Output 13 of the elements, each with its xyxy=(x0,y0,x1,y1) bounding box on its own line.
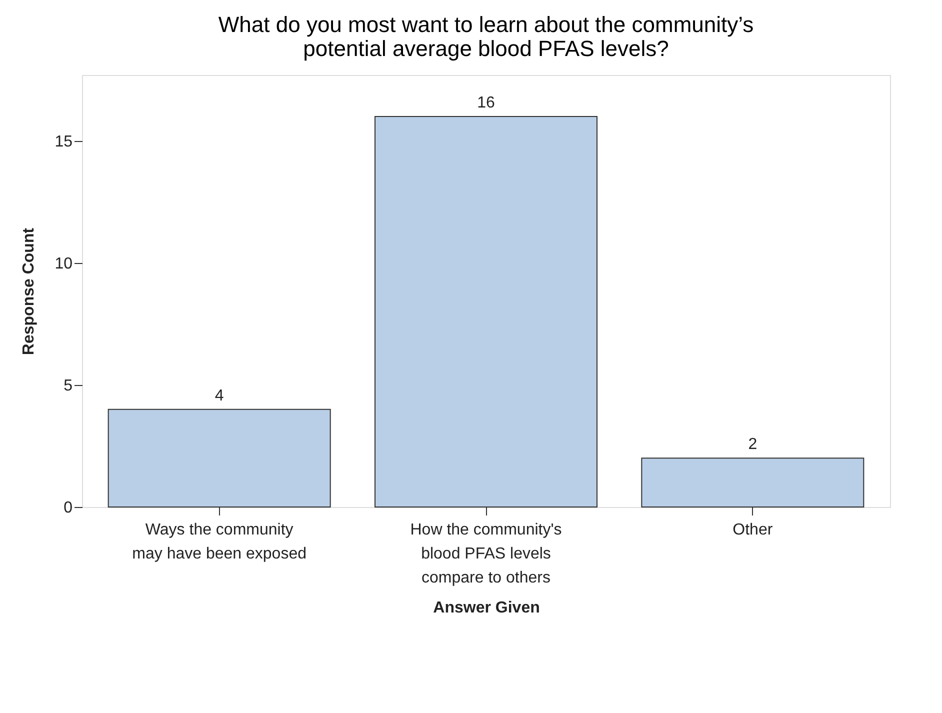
data-label: 16 xyxy=(477,94,495,112)
y-tick-label: 0 xyxy=(64,500,73,516)
x-tick-label: Ways the community may have been exposed xyxy=(132,522,307,562)
y-tick-label: 5 xyxy=(64,377,73,394)
x-tick-label: Other xyxy=(732,522,774,538)
x-axis-title: Answer Given xyxy=(433,600,540,616)
data-label: 2 xyxy=(748,436,758,454)
y-tick-label: 15 xyxy=(54,133,73,150)
chart-title: What do you most want to learn about the community’s potential average blood PFAS levels? xyxy=(218,12,754,61)
y-tick-label: 10 xyxy=(54,255,73,272)
x-tick-label: How the community's blood PFAS levels compare to others xyxy=(410,522,562,586)
data-label: 4 xyxy=(214,387,224,404)
y-axis-title: Response Count xyxy=(20,227,38,356)
